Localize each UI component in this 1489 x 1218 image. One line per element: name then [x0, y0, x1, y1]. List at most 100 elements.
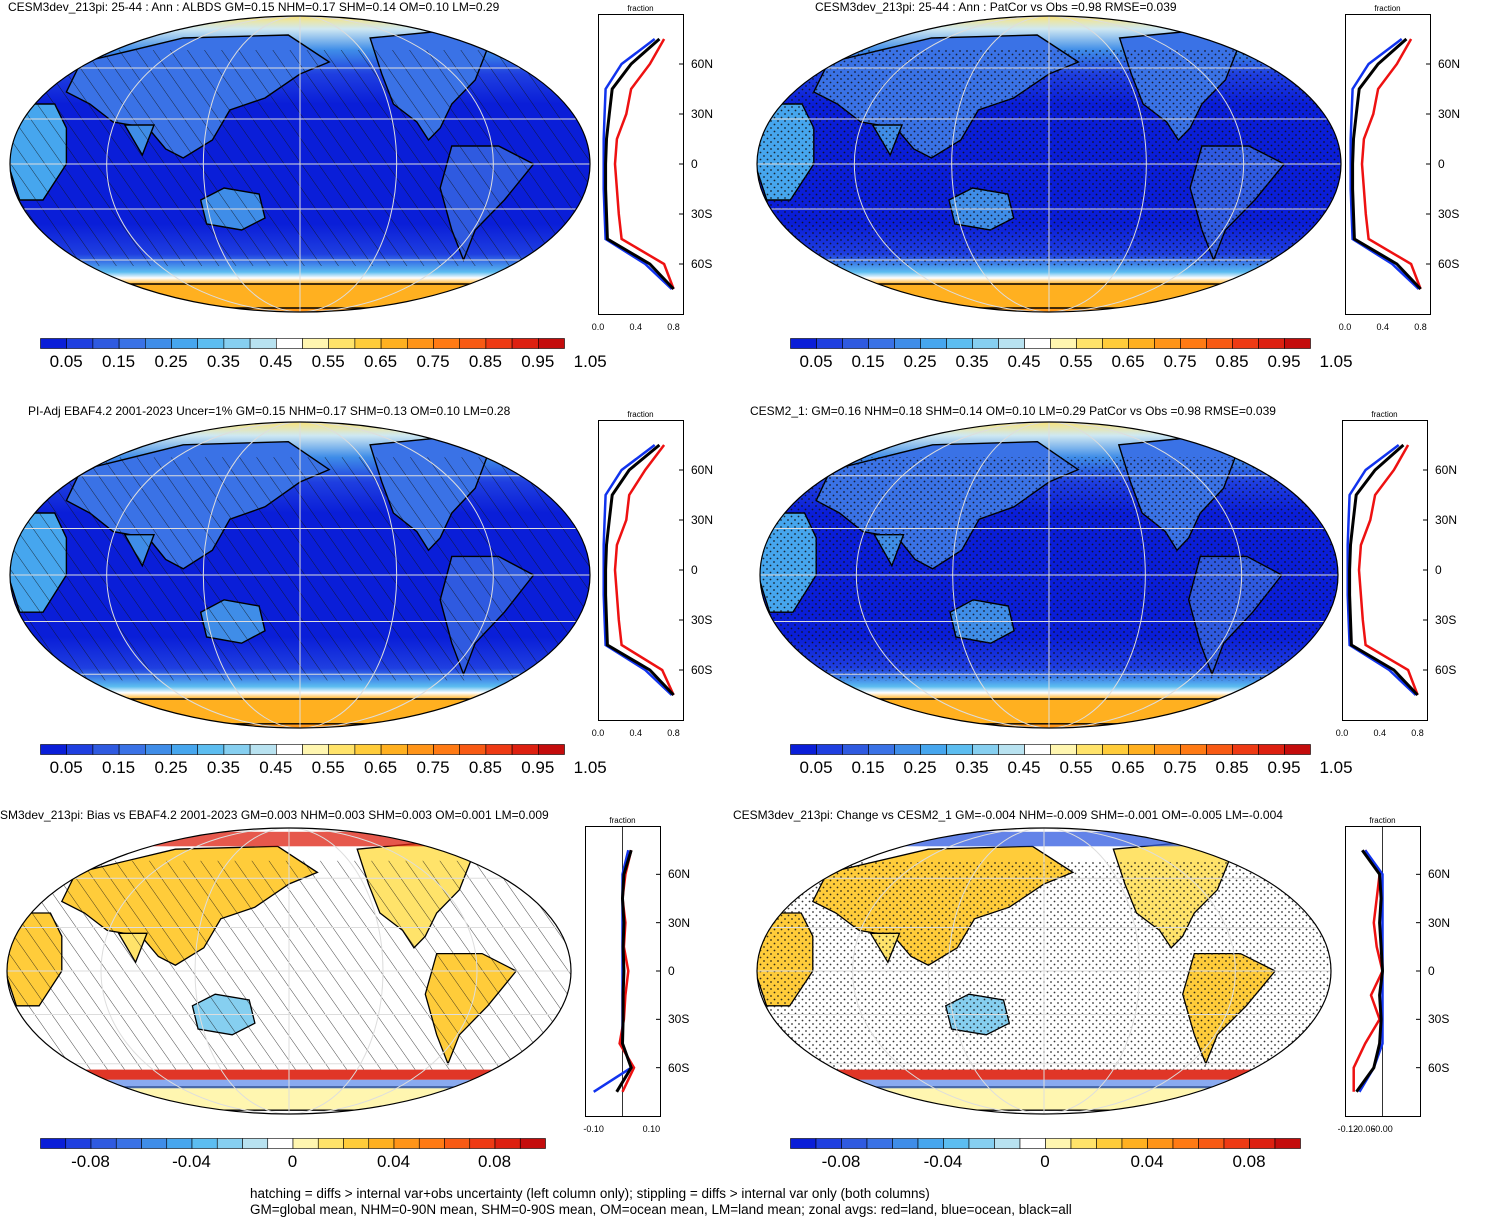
- colorbar-swatch: [946, 744, 973, 755]
- colorbar-swatch: [302, 744, 330, 755]
- colorbar-label: 0.15: [851, 352, 885, 371]
- lat-label: 0: [691, 157, 698, 171]
- lat-label: 60N: [668, 867, 691, 882]
- colorbar-label: 1.05: [1319, 758, 1353, 777]
- colorbar-swatch: [1258, 338, 1285, 349]
- profile-x-tick: 0.8: [1414, 322, 1427, 332]
- colorbar-swatch: [418, 1138, 445, 1149]
- colorbar-swatch: [1076, 338, 1103, 349]
- colorbar-label: 1.05: [1319, 352, 1353, 371]
- colorbar-label: 0.55: [311, 352, 345, 371]
- colorbar-labels: 0.05 0.15 0.25 0.35 0.45 0.55 0.65 0.75 0.85 0.95…: [40, 758, 607, 780]
- colorbar-swatch: [317, 1138, 344, 1149]
- colorbar-swatch: [994, 1138, 1021, 1149]
- colorbar-swatch: [433, 744, 461, 755]
- colorbar-swatch: [537, 338, 565, 349]
- profile-units-label: fraction: [627, 410, 654, 419]
- colorbar-swatch: [1096, 1138, 1123, 1149]
- colorbar-label: 0.04: [1130, 1152, 1164, 1171]
- colorbar-label: 0.08: [477, 1152, 512, 1171]
- footer-line-1: hatching = diffs > internal var+obs unce…: [250, 1186, 930, 1201]
- lat-label: 60N: [1438, 57, 1461, 71]
- colorbar-swatch: [328, 744, 356, 755]
- lat-label: 0: [668, 964, 675, 978]
- colorbar-swatch: [40, 338, 68, 349]
- colorbar-swatch: [118, 338, 146, 349]
- colorbar-swatch: [1172, 1138, 1199, 1149]
- colorbar-label: 0.35: [955, 758, 989, 777]
- colorbar-swatch: [292, 1138, 319, 1149]
- colorbar-labels: 0.05 0.15 0.25 0.35 0.45 0.55 0.65 0.75 0.85 0.95…: [790, 352, 1352, 374]
- colorbar-swatch: [66, 338, 94, 349]
- colorbar-swatch: [790, 744, 817, 755]
- colorbar-label: 0.45: [259, 352, 293, 371]
- colorbar-5: [40, 1138, 546, 1149]
- profile-x-tick: 0.0: [1338, 322, 1352, 332]
- colorbar-4: [790, 744, 1311, 755]
- profile-x-tick: 0.8: [1411, 728, 1424, 738]
- colorbar-swatch: [1223, 1138, 1250, 1149]
- colorbar-label: 0.95: [521, 352, 555, 371]
- colorbar-swatch: [892, 1138, 919, 1149]
- colorbar-label: 0.05: [799, 352, 833, 371]
- colorbar-swatch: [249, 744, 277, 755]
- zonal-profile-4: fraction 60N 30N 0 30S 60S 0.0 0.4 0.8: [1336, 410, 1487, 750]
- colorbar-label: 0.85: [1215, 758, 1249, 777]
- colorbar-swatch: [1070, 1138, 1097, 1149]
- colorbar-swatch: [354, 744, 382, 755]
- zonal-line-land: [613, 38, 675, 290]
- colorbar-swatch: [302, 338, 330, 349]
- lat-label: 60N: [691, 57, 714, 71]
- colorbar-swatch: [968, 1138, 995, 1149]
- colorbar-swatch: [354, 338, 382, 349]
- lat-label: 0: [1435, 563, 1442, 577]
- colorbar-swatch: [1050, 744, 1077, 755]
- colorbar-swatch: [1232, 338, 1259, 349]
- map-4: [759, 421, 1339, 729]
- colorbar-swatch: [866, 1138, 893, 1149]
- colorbar-label: 0.55: [311, 758, 345, 777]
- profile-units-label: fraction: [609, 816, 636, 825]
- profile-x-tick: 0.4: [629, 322, 643, 332]
- colorbar-label: 0.75: [1163, 758, 1197, 777]
- colorbar-swatch: [197, 338, 225, 349]
- profile-x-tick: 0.0: [1335, 728, 1349, 738]
- profile-x-tick: 0.8: [667, 728, 680, 738]
- colorbar-swatch: [368, 1138, 395, 1149]
- colorbar-swatch: [494, 1138, 521, 1149]
- colorbar-label: 0.85: [468, 352, 502, 371]
- colorbar-swatch: [393, 1138, 420, 1149]
- zonal-profile-3: fraction 60N 30N 0 30S 60S 0.0 0.4 0.8: [592, 410, 743, 750]
- colorbar-swatch: [1128, 338, 1155, 349]
- colorbar-label: 0.25: [154, 352, 188, 371]
- colorbar-label: 0.04: [376, 1152, 411, 1171]
- colorbar-swatch: [1284, 338, 1311, 349]
- zonal-line-all: [604, 443, 675, 697]
- panel-title-5: SM3dev_213pi: Bias vs EBAF4.2 2001-2023 …: [0, 808, 549, 822]
- colorbar-label: 0.25: [903, 758, 937, 777]
- colorbar-swatch: [444, 1138, 471, 1149]
- colorbar-swatch: [1076, 744, 1103, 755]
- lat-label: 30S: [1435, 613, 1457, 627]
- map-1: [9, 15, 591, 313]
- profile-units-label: fraction: [1371, 410, 1398, 419]
- colorbar-swatch: [380, 744, 408, 755]
- colorbar-swatch: [1121, 1138, 1148, 1149]
- map-5: [6, 827, 572, 1115]
- colorbar-swatch: [868, 744, 895, 755]
- profile-x-tick: 0.4: [1373, 728, 1387, 738]
- colorbar-swatch: [171, 744, 199, 755]
- colorbar-label: 0.65: [1111, 758, 1145, 777]
- colorbar-swatch: [1154, 338, 1181, 349]
- colorbar-swatch: [790, 1138, 817, 1149]
- colorbar-label: -0.04: [172, 1152, 211, 1171]
- colorbar-swatch: [1147, 1138, 1174, 1149]
- lat-label: 60S: [1438, 257, 1460, 271]
- colorbar-swatch: [1258, 744, 1285, 755]
- zonal-line-all: [1351, 37, 1422, 291]
- zonal-line-land: [613, 444, 675, 696]
- colorbar-swatch: [276, 338, 303, 349]
- zonal-line-land: [1357, 444, 1419, 696]
- zonal-profile-6: fraction 60N 30N 0 30S 60S -0.12 -0.06 -0.00: [1338, 816, 1480, 1146]
- colorbar-label: 0.55: [1059, 352, 1093, 371]
